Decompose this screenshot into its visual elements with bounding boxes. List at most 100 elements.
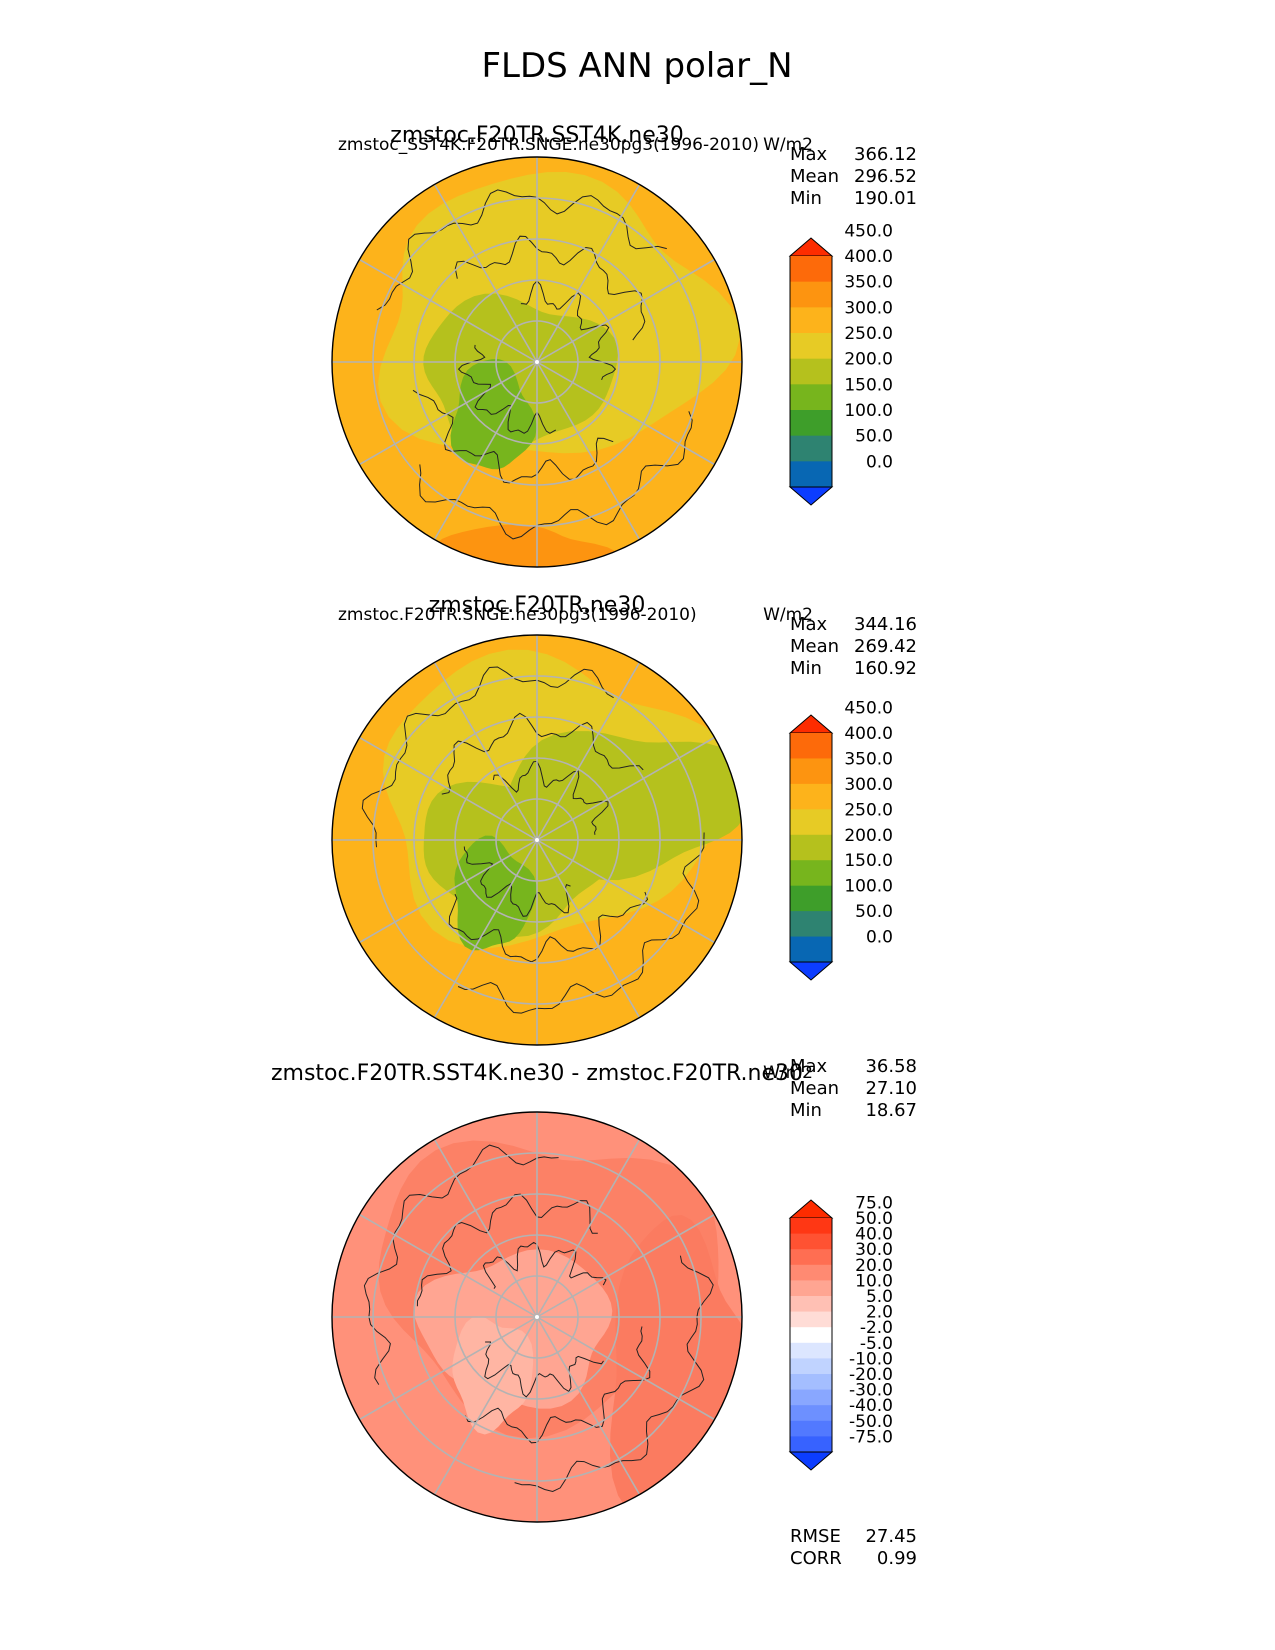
stat-value: 366.12 bbox=[854, 144, 917, 165]
stat-label: Min bbox=[790, 188, 822, 209]
pole-marker bbox=[535, 360, 539, 364]
metric-value: 0.99 bbox=[877, 1548, 917, 1569]
colorbar: -75.0-50.0-40.0-30.0-20.0-10.0-5.0-2.02.… bbox=[788, 1193, 893, 1471]
colorbar-segment bbox=[790, 936, 832, 963]
colorbar-tick-label: -40.0 bbox=[849, 1396, 893, 1416]
colorbar-segment bbox=[790, 461, 832, 488]
colorbar-segment bbox=[790, 1358, 832, 1375]
stat-label: Mean bbox=[790, 1078, 839, 1099]
colorbar-tick-label: 150.0 bbox=[844, 375, 893, 395]
colorbar-segment bbox=[790, 1218, 832, 1235]
colorbar-tick-label: 450.0 bbox=[844, 699, 893, 719]
colorbar-tick-label: 5.0 bbox=[866, 1287, 893, 1307]
map-boundary bbox=[331, 1111, 743, 1523]
colorbar-extend-max bbox=[788, 237, 834, 257]
colorbar-segment bbox=[790, 1420, 832, 1437]
stat-value: 27.10 bbox=[865, 1078, 917, 1099]
colorbar-extend-min bbox=[788, 961, 834, 981]
colorbar-segment bbox=[790, 809, 832, 836]
colorbar-segment bbox=[790, 435, 832, 462]
stat-label: Min bbox=[790, 1100, 822, 1121]
colorbar-segment bbox=[790, 758, 832, 785]
stat-value: 160.92 bbox=[854, 658, 917, 679]
colorbar-tick-label: 75.0 bbox=[855, 1193, 893, 1213]
colorbar-tick-label: 20.0 bbox=[855, 1256, 893, 1276]
stat-value: 296.52 bbox=[854, 166, 917, 187]
colorbar-extend-max bbox=[788, 1199, 834, 1219]
stat-label: Min bbox=[790, 658, 822, 679]
colorbar-segment bbox=[790, 333, 832, 360]
colorbar-segment bbox=[790, 1233, 832, 1250]
colorbar-tick-label: 250.0 bbox=[844, 800, 893, 820]
colorbar-frame bbox=[789, 733, 833, 962]
panel-units-label: W/m2 bbox=[763, 135, 813, 155]
map-panel-2: zmstoc.F20TR.ne30zmstoc.F20TR.SNGE.ne30p… bbox=[331, 593, 917, 1046]
stat-value: 36.58 bbox=[865, 1056, 917, 1077]
colorbar-tick-label: -75.0 bbox=[849, 1427, 893, 1447]
colorbar-frame bbox=[789, 1218, 833, 1452]
colorbar-extend-max bbox=[788, 714, 834, 734]
colorbar-tick-label: 100.0 bbox=[844, 877, 893, 897]
colorbar-tick-label: -20.0 bbox=[849, 1365, 893, 1385]
colorbar-tick-label: 30.0 bbox=[855, 1240, 893, 1260]
colorbar-segment bbox=[790, 1342, 832, 1359]
panel-title: zmstoc.F20TR.SST4K.ne30 - zmstoc.F20TR.n… bbox=[271, 1061, 803, 1086]
colorbar-tick-label: 2.0 bbox=[866, 1303, 893, 1323]
colorbar-segment bbox=[790, 384, 832, 411]
map-field bbox=[332, 1112, 742, 1522]
metric-label: CORR bbox=[790, 1548, 842, 1569]
colorbar-tick-label: -10.0 bbox=[849, 1349, 893, 1369]
colorbar-segment bbox=[790, 307, 832, 334]
colorbar-segment bbox=[790, 1296, 832, 1313]
panel-title: zmstoc.F20TR.SST4K.ne30 bbox=[390, 123, 683, 148]
colorbar-tick-label: 400.0 bbox=[844, 724, 893, 744]
colorbar-tick-label: 0.0 bbox=[866, 928, 893, 948]
panel-units-label: W/m2 bbox=[763, 1063, 813, 1083]
colorbar-tick-label: 10.0 bbox=[855, 1271, 893, 1291]
panel-title: zmstoc.F20TR.ne30 bbox=[429, 593, 646, 618]
colorbar-tick-label: 50.0 bbox=[855, 1209, 893, 1229]
colorbar-segment bbox=[790, 885, 832, 912]
colorbar-tick-label: 200.0 bbox=[844, 350, 893, 370]
colorbar-tick-label: -30.0 bbox=[849, 1381, 893, 1401]
stat-label: Max bbox=[790, 144, 828, 165]
colorbar-segment bbox=[790, 410, 832, 437]
stat-value: 269.42 bbox=[854, 636, 917, 657]
colorbar: 0.0 50.0 100.0 150.0 200.0 250.0 300.0 350.0 400… bbox=[788, 221, 893, 506]
stat-value: 190.01 bbox=[854, 188, 917, 209]
pole-marker bbox=[535, 838, 539, 842]
map-panel-3: zmstoc.F20TR.SST4K.ne30 - zmstoc.F20TR.n… bbox=[271, 1056, 917, 1569]
colorbar-segment bbox=[790, 281, 832, 308]
coastlines bbox=[361, 666, 705, 1014]
colorbar-segment bbox=[790, 1405, 832, 1422]
colorbar-tick-label: 350.0 bbox=[844, 273, 893, 293]
panel-left-label: zmstoc_SST4K.F20TR.SNGE.ne30pg3(1996-201… bbox=[338, 135, 759, 155]
stat-value: 18.67 bbox=[865, 1100, 917, 1121]
colorbar-segment bbox=[790, 1374, 832, 1391]
panel-units-label: W/m2 bbox=[763, 605, 813, 625]
colorbar-segment bbox=[790, 1264, 832, 1281]
colorbar-tick-label: 300.0 bbox=[844, 775, 893, 795]
colorbar-tick-label: 150.0 bbox=[844, 851, 893, 871]
colorbar-segment bbox=[790, 256, 832, 283]
coastlines bbox=[376, 189, 693, 540]
colorbar-segment bbox=[790, 1311, 832, 1328]
colorbar-tick-label: 200.0 bbox=[844, 826, 893, 846]
colorbar-tick-label: -50.0 bbox=[849, 1412, 893, 1432]
panel-left-label: zmstoc.F20TR.SNGE.ne30pg3(1996-2010) bbox=[338, 605, 697, 625]
colorbar-segment bbox=[790, 733, 832, 759]
field-warm-patch bbox=[434, 524, 619, 567]
colorbar: 0.0 50.0 100.0 150.0 200.0 250.0 300.0 350.0 400… bbox=[788, 699, 893, 981]
stat-label: Mean bbox=[790, 636, 839, 657]
colorbar-tick-label: 400.0 bbox=[844, 247, 893, 267]
coastlines bbox=[363, 1144, 714, 1493]
stat-value: 344.16 bbox=[854, 614, 917, 635]
colorbar-segment bbox=[790, 911, 832, 938]
colorbar-tick-label: 450.0 bbox=[844, 221, 893, 241]
colorbar-tick-label: -2.0 bbox=[860, 1318, 893, 1338]
map-boundary bbox=[331, 156, 743, 568]
colorbar-tick-label: 250.0 bbox=[844, 324, 893, 344]
colorbar-segment bbox=[790, 1249, 832, 1266]
colorbar-segment bbox=[790, 783, 832, 810]
